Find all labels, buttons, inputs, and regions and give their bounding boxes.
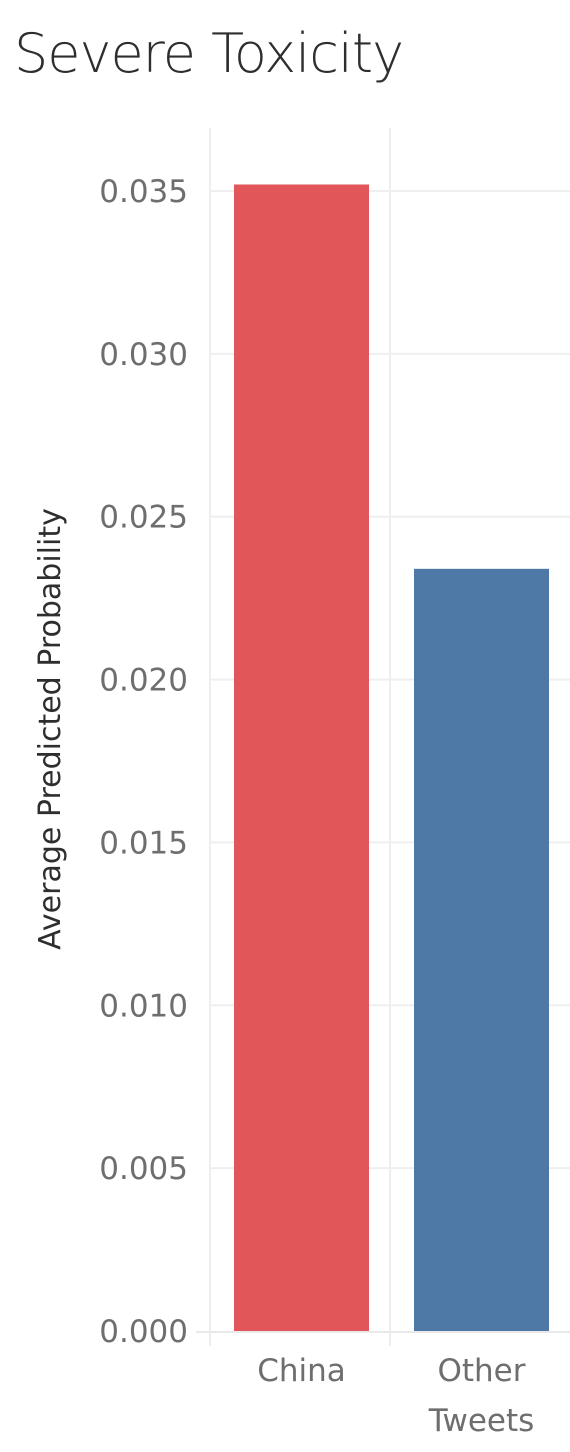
y-tick-label: 0.015 <box>99 825 188 861</box>
y-tick-label: 0.035 <box>99 174 188 210</box>
chart-title: Severe Toxicity <box>14 22 404 85</box>
y-tick-label: 0.010 <box>99 988 188 1024</box>
bars <box>234 184 549 1331</box>
x-category-label: China <box>257 1353 346 1389</box>
x-category-label: Other Tweets <box>428 1353 535 1439</box>
y-tick-label: 0.005 <box>99 1151 188 1187</box>
bar-china <box>234 184 369 1331</box>
x-category-labels: China Other Tweets <box>257 1353 534 1439</box>
y-axis-title: Average Predicted Probability <box>33 508 68 950</box>
bar-other-tweets <box>414 568 549 1331</box>
y-tick-label: 0.020 <box>99 663 188 699</box>
y-tick-label: 0.030 <box>99 337 188 373</box>
y-tick-label: 0.025 <box>99 500 188 536</box>
y-tick-labels: 0.000 0.005 0.010 0.015 0.020 0.025 0.030 0.035 <box>99 174 188 1350</box>
y-tick-label: 0.000 <box>99 1314 188 1350</box>
